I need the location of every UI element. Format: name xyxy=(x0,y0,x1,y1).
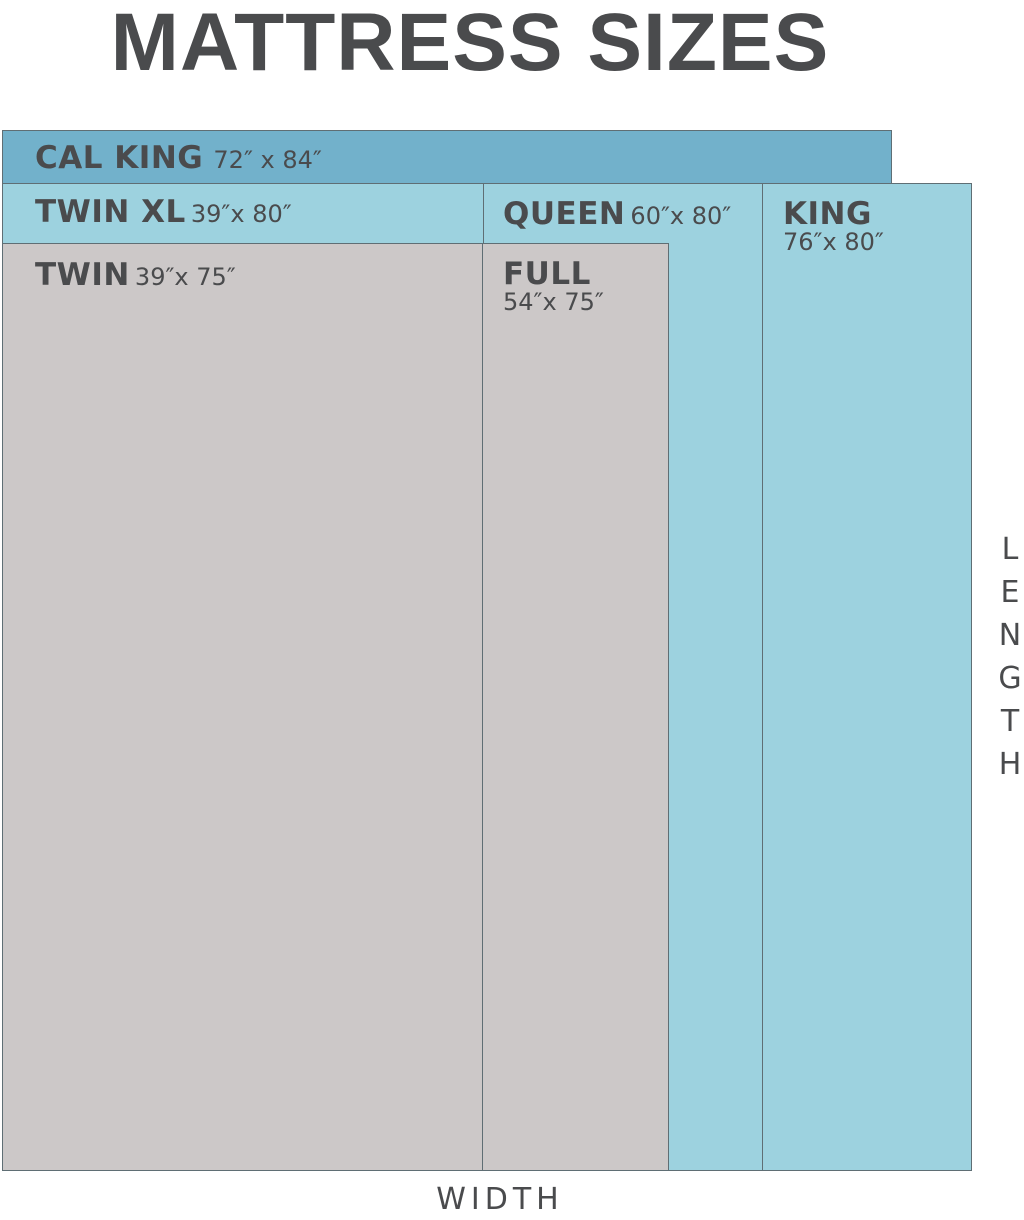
queen-name: QUEEN xyxy=(503,196,626,232)
length-letter: L xyxy=(1001,532,1019,567)
queen-dims: 60″x 80″ xyxy=(630,202,732,230)
twin-xl-dims: 39″x 80″ xyxy=(190,200,292,228)
full-name: FULL xyxy=(503,256,591,292)
twin-xl-label: TWIN XL 39″x 80″ xyxy=(35,194,292,230)
twin-dims: 39″x 75″ xyxy=(134,263,236,291)
queen-label: QUEEN 60″x 80″ xyxy=(503,196,731,232)
twin-rect xyxy=(2,243,484,1171)
cal-king-rect xyxy=(2,130,892,185)
king-rect xyxy=(761,183,972,1171)
cal-king-dims: 72″ x 84″ xyxy=(213,146,322,174)
twin-xl-name: TWIN XL xyxy=(35,194,186,230)
cal-king-name: CAL KING xyxy=(35,140,204,176)
length-letter: E xyxy=(1000,575,1020,610)
full-rect xyxy=(482,243,669,1171)
width-axis-label: WIDTH xyxy=(436,1182,564,1217)
length-letter: T xyxy=(1000,704,1020,739)
cal-king-label: CAL KING 72″ x 84″ xyxy=(35,140,322,176)
king-label: KING 76″x 80″ xyxy=(783,196,884,256)
page-title: MATTRESS SIZES xyxy=(110,0,830,88)
twin-label: TWIN 39″x 75″ xyxy=(35,257,236,293)
length-letter: G xyxy=(998,661,1022,696)
king-name: KING xyxy=(783,196,872,232)
length-letter: H xyxy=(998,747,1022,782)
length-axis-label: L E N G T H xyxy=(995,528,1024,786)
length-letter: N xyxy=(998,618,1022,653)
king-dims: 76″x 80″ xyxy=(783,228,884,256)
twin-name: TWIN xyxy=(35,257,130,293)
full-dims: 54″x 75″ xyxy=(503,288,604,316)
full-label: FULL 54″x 75″ xyxy=(503,256,604,316)
